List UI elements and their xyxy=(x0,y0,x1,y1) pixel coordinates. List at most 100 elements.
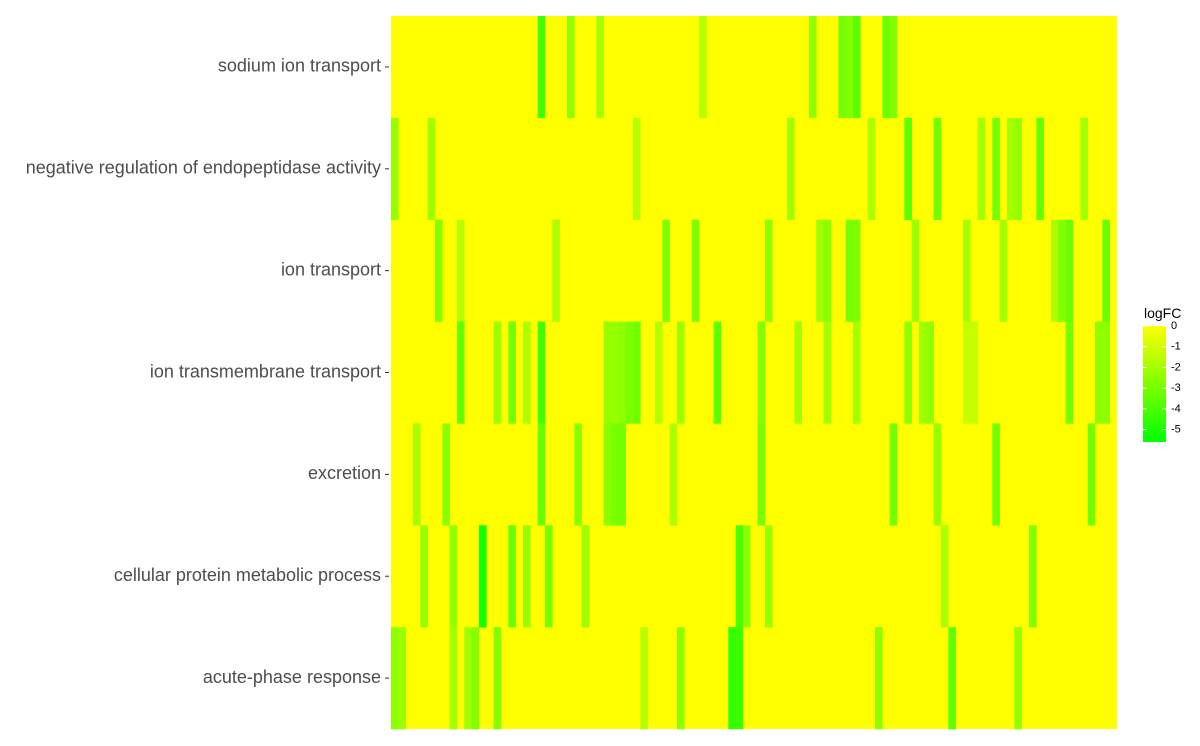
heatmap-cell xyxy=(1065,219,1074,322)
heatmap-cell xyxy=(537,16,546,119)
row-labels: sodium ion transport negative regulation … xyxy=(26,56,389,687)
heatmap-cell xyxy=(765,525,773,628)
heatmap-cell xyxy=(948,627,956,730)
heatmap-cell xyxy=(889,423,898,526)
heatmap-cell xyxy=(999,219,1008,322)
heatmap-cell xyxy=(809,16,817,119)
heatmap-cell xyxy=(677,321,685,424)
heatmap-cell xyxy=(662,219,670,322)
heatmap-cell xyxy=(904,117,912,221)
heatmap-cell xyxy=(567,16,575,119)
heatmap-cell xyxy=(970,321,978,424)
heatmap-cell xyxy=(757,423,766,526)
heatmap-cell xyxy=(853,219,861,322)
heatmap-cell xyxy=(464,627,472,730)
heatmap-cell xyxy=(911,219,920,322)
heatmap-cell xyxy=(735,627,744,730)
heatmap-cell xyxy=(933,117,942,221)
heatmap-cell xyxy=(449,525,458,628)
heatmap-cell xyxy=(699,16,707,119)
heatmap-cell xyxy=(633,321,641,424)
heatmap-cell xyxy=(867,117,876,221)
heatmap-cell xyxy=(1029,525,1037,628)
row-label: cellular protein metabolic process xyxy=(114,565,381,585)
heatmap-cell xyxy=(845,16,854,119)
heatmap-cell xyxy=(581,525,590,628)
heatmap-cell xyxy=(391,627,399,730)
legend: logFC 0 -1 -2 -3 -4 -5 xyxy=(1143,305,1181,442)
row-label: acute-phase response xyxy=(203,667,381,687)
heatmap-cell xyxy=(471,627,480,730)
heatmap-cell xyxy=(757,321,766,424)
heatmap-cell xyxy=(1051,219,1059,322)
heatmap-cell xyxy=(677,627,685,730)
heatmap-cell xyxy=(1058,219,1066,322)
heatmap-cell xyxy=(743,525,751,628)
heatmap-cell xyxy=(728,627,736,730)
heatmap-cell xyxy=(1102,321,1110,424)
heatmap-cell xyxy=(552,219,560,322)
legend-tick-label: -1 xyxy=(1171,341,1181,353)
heatmap-cell xyxy=(1014,117,1022,221)
heatmap-cell xyxy=(618,423,626,526)
heatmap-cell xyxy=(611,321,619,424)
heatmap-cell xyxy=(655,321,663,424)
heatmap-cell xyxy=(574,423,582,526)
heatmap-cell xyxy=(545,525,553,628)
heatmap-cell xyxy=(420,525,428,628)
heatmap-cell xyxy=(508,321,516,424)
heatmap-cell xyxy=(941,525,949,628)
heatmap-cell xyxy=(963,219,971,322)
heatmap-cell xyxy=(457,219,465,322)
heatmap-cell xyxy=(523,321,531,424)
heatmap-cell xyxy=(603,321,612,424)
heatmap-cell xyxy=(765,219,773,322)
row-label: ion transmembrane transport xyxy=(150,361,381,381)
legend-tick-label: 0 xyxy=(1171,320,1177,332)
heatmap-cell xyxy=(794,321,802,424)
heatmap-cell xyxy=(889,16,898,119)
row-label: sodium ion transport xyxy=(218,56,381,76)
heatmap-cell xyxy=(493,627,502,730)
legend-colorbar xyxy=(1143,326,1166,442)
heatmap-cell xyxy=(442,423,450,526)
heatmap-cell xyxy=(633,117,641,221)
heatmap-cell xyxy=(398,627,406,730)
heatmap-cell xyxy=(977,117,986,221)
heatmap-cell xyxy=(875,627,883,730)
heatmap-cell xyxy=(435,219,443,322)
row-label: ion transport xyxy=(281,259,381,279)
heatmap-cell xyxy=(735,525,744,628)
heatmap-cell xyxy=(618,321,626,424)
heatmap-cell xyxy=(508,525,516,628)
heatmap-cell xyxy=(845,219,854,322)
heatmap-cell xyxy=(611,423,619,526)
heatmap-cell xyxy=(823,219,832,322)
heatmap-cell xyxy=(963,321,971,424)
heatmap-cell xyxy=(493,321,502,424)
heatmap-cell xyxy=(713,321,722,424)
heatmap-cell xyxy=(933,423,942,526)
heatmap-cell xyxy=(523,525,531,628)
heatmap-cell xyxy=(427,117,436,221)
heatmap-cell xyxy=(823,321,832,424)
heatmap-cell xyxy=(992,423,1000,526)
heatmap-cell xyxy=(603,423,612,526)
legend-title: logFC xyxy=(1144,305,1181,321)
legend-tick-label: -5 xyxy=(1171,423,1181,435)
heatmap-cell xyxy=(1095,321,1103,424)
row-label: excretion xyxy=(308,463,381,483)
heatmap-cells xyxy=(391,16,1117,730)
heatmap-cell xyxy=(1036,117,1044,221)
legend-tick-label: -4 xyxy=(1171,403,1181,415)
heatmap-cell xyxy=(853,16,861,119)
heatmap-cell xyxy=(992,117,1000,221)
heatmap-cell xyxy=(625,321,634,424)
heatmap-cell xyxy=(691,219,700,322)
heatmap-cell xyxy=(904,321,912,424)
heatmap-cell xyxy=(596,16,604,119)
heatmap-cell xyxy=(882,16,890,119)
heatmap-cell xyxy=(391,117,399,221)
heatmap-cell xyxy=(1014,627,1022,730)
heatmap-cell xyxy=(816,219,824,322)
